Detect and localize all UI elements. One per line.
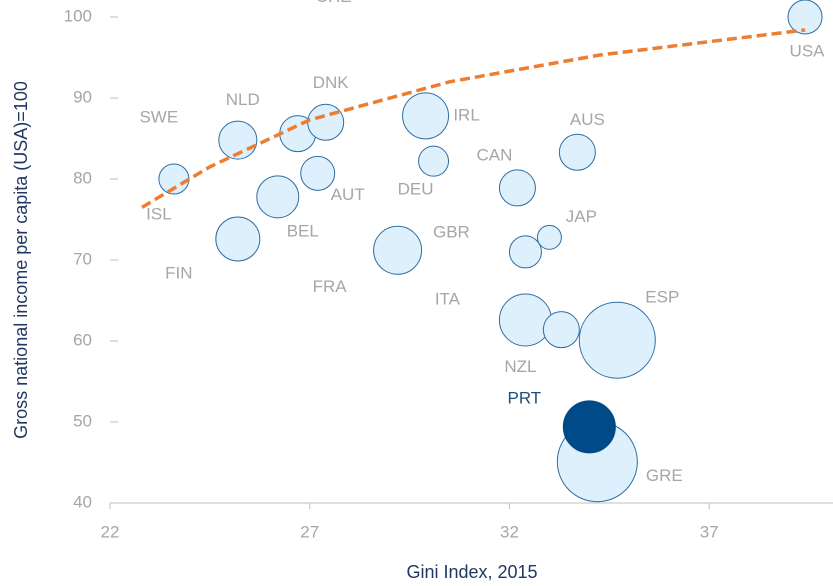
point-label: CAN — [476, 145, 512, 164]
x-tick-label: 22 — [101, 522, 120, 541]
bubble — [498, 169, 536, 207]
bubble — [542, 311, 580, 349]
y-tick-label: 60 — [73, 330, 92, 349]
bubble — [536, 224, 562, 250]
y-tick-label: 90 — [73, 87, 92, 106]
y-tick-label: 80 — [73, 168, 92, 187]
point-label: DEU — [398, 180, 434, 199]
bubble — [256, 175, 300, 219]
y-tick-label: 70 — [73, 249, 92, 268]
point-label: BEL — [287, 221, 319, 240]
point-label: NLD — [226, 90, 260, 109]
bubble — [578, 301, 656, 379]
bubble — [307, 103, 345, 141]
y-axis-title: Gross national income per capita (USA)=1… — [11, 81, 31, 439]
x-tick-label: 27 — [300, 522, 319, 541]
point-label: SWE — [139, 108, 178, 127]
point-label: AUS — [570, 110, 605, 129]
point-label: FIN — [165, 263, 192, 282]
bubble — [562, 400, 616, 454]
point-label: IRL — [453, 105, 479, 124]
point-label: AUT — [331, 185, 365, 204]
trend-line — [141, 28, 806, 209]
point-label: USA — [790, 41, 826, 60]
x-axis-title: Gini Index, 2015 — [406, 562, 537, 582]
bubble — [215, 216, 261, 262]
bubble — [418, 145, 450, 177]
point-label: FRA — [313, 277, 348, 296]
x-tick-label: 32 — [500, 522, 519, 541]
point-label: ESP — [645, 288, 679, 307]
bubble — [498, 293, 552, 347]
bubble — [300, 155, 336, 191]
point-label: DNK — [313, 73, 350, 92]
bubble — [508, 235, 542, 269]
point-label: ITA — [435, 289, 461, 308]
y-tick-label: 40 — [73, 492, 92, 511]
bubble — [787, 0, 823, 35]
point-label: NZL — [504, 357, 536, 376]
point-label: GBR — [433, 222, 470, 241]
x-tick-label: 37 — [700, 522, 719, 541]
point-label: PRT — [507, 388, 541, 407]
y-tick-label: 50 — [73, 411, 92, 430]
point-label: ISL — [146, 204, 172, 223]
bubble — [373, 225, 423, 275]
point-label: JAP — [566, 207, 597, 226]
bubble — [402, 92, 450, 140]
y-tick-label: 100 — [64, 6, 92, 25]
bubble — [558, 133, 596, 171]
point-label: GRE — [646, 466, 683, 485]
annotation: CHE — [316, 0, 352, 6]
